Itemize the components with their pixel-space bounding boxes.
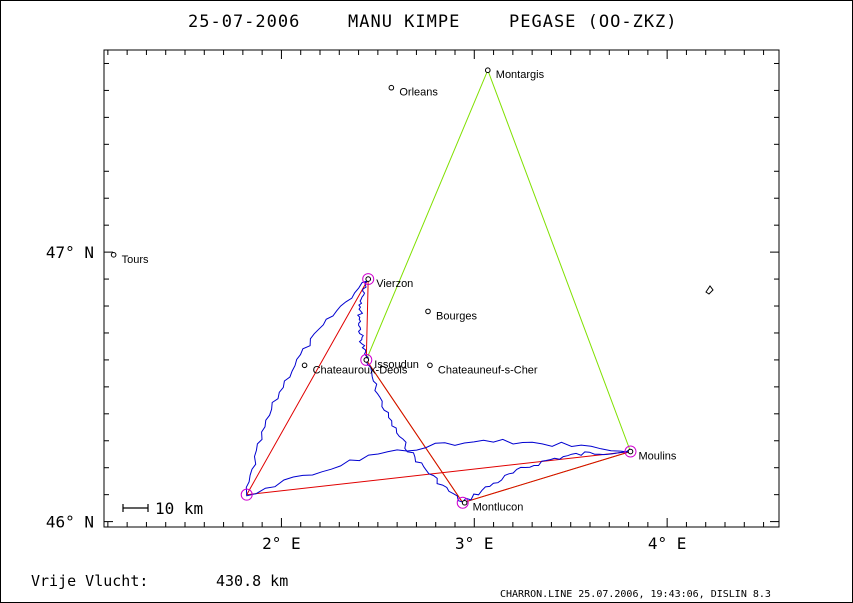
town-label: Orleans — [399, 87, 438, 99]
town-label: Montlucon — [473, 502, 524, 514]
town-dot — [427, 362, 433, 369]
flight-track-line — [245, 278, 632, 503]
scored-route-layer — [245, 278, 631, 504]
town-dot — [388, 84, 395, 91]
town-dot — [365, 276, 372, 282]
lon-label: 2° E — [262, 534, 301, 553]
title-pilot: MANU KIMPE — [348, 12, 460, 32]
scale-bar: 10 km — [122, 499, 203, 518]
town-dot — [627, 448, 634, 455]
title-glider: PEGASE (OO-ZKZ) — [509, 12, 678, 32]
town-label: Montargis — [496, 69, 545, 81]
generator-stamp: CHARRON.LINE 25.07.2006, 19:43:06, DISLI… — [500, 589, 771, 600]
turnpoint-circle — [240, 488, 253, 501]
lon-label: 4° E — [648, 534, 687, 553]
lat-labels: 47° N 46° N — [46, 243, 94, 531]
scale-bar-label: 10 km — [155, 499, 203, 518]
plot-border — [103, 49, 780, 528]
town-label: Chateauroux-Deols — [313, 364, 408, 376]
flight-track-layer — [245, 278, 632, 503]
towns-layer: Montargis Orleans Tours Vierzon Bourges Issou… — [110, 67, 677, 514]
turnpoint-circle — [360, 353, 373, 366]
town-dot — [461, 499, 468, 506]
town-dot — [363, 357, 370, 363]
town-label: Vierzon — [376, 278, 413, 290]
title-date: 25-07-2006 — [188, 12, 300, 32]
town-dot — [484, 67, 491, 74]
town-marker: Montargis — [484, 67, 545, 81]
town-dot — [110, 252, 117, 258]
town-marker: Montlucon — [461, 499, 524, 514]
distance-value: 430.8 km — [216, 572, 288, 590]
town-dot — [425, 308, 431, 315]
turnpoint-circle — [624, 445, 637, 458]
town-marker: Moulins — [627, 448, 677, 463]
waypoint-marker — [705, 285, 714, 295]
distance-label: Vrije Vlucht: — [31, 572, 148, 590]
town-label: Moulins — [639, 451, 677, 463]
town-label: Bourges — [436, 310, 477, 322]
town-marker: Chateauroux-Deols — [301, 362, 408, 376]
turnpoint-circle — [456, 496, 469, 509]
town-marker: Vierzon — [365, 276, 413, 290]
town-marker: Chateauneuf-s-Cher — [427, 362, 538, 376]
lon-label: 3° E — [455, 534, 494, 553]
turnpoint-circles-layer — [240, 273, 637, 509]
town-label: Tours — [122, 254, 149, 266]
scored-route-line — [245, 278, 631, 504]
town-dot — [301, 362, 308, 369]
lat-label: 47° N — [46, 243, 94, 262]
town-marker: Bourges — [425, 308, 477, 322]
lat-label: 46° N — [46, 513, 94, 532]
turnpoint-circle — [362, 273, 375, 286]
town-label: Issoudun — [374, 359, 419, 371]
town-marker: Tours — [110, 252, 149, 266]
town-label: Chateauneuf-s-Cher — [438, 364, 538, 376]
lon-labels: 2° E 3° E 4° E — [262, 534, 686, 553]
town-marker: Orleans — [388, 84, 438, 99]
axis-ticks — [104, 50, 779, 527]
town-marker: Issoudun — [363, 357, 419, 371]
